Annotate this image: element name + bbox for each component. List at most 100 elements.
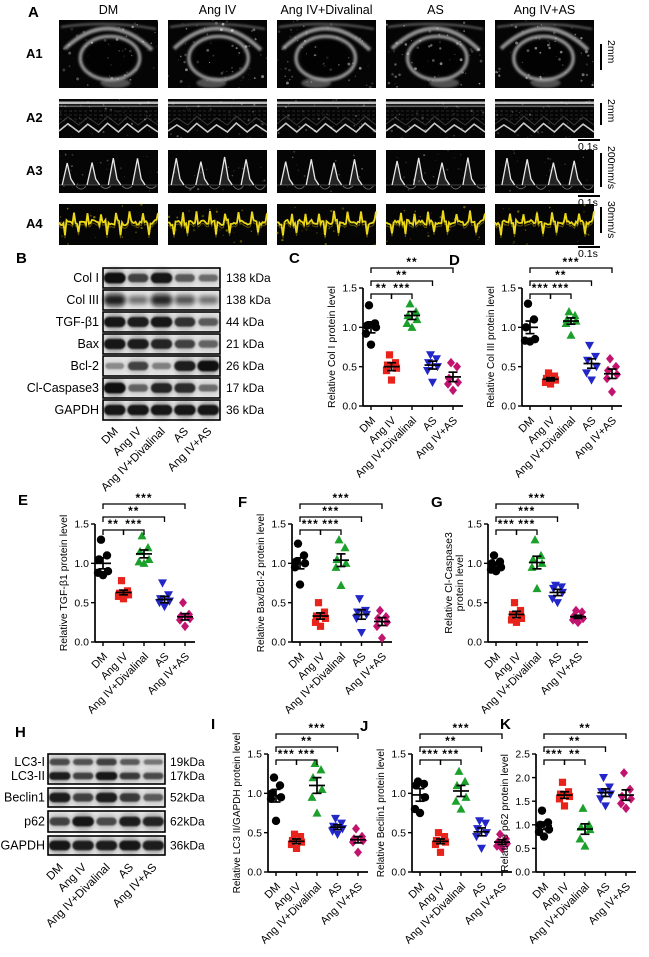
mean-error-bar	[177, 612, 193, 621]
mean-error-bar	[292, 556, 308, 570]
y-tick-label: 0.5	[247, 827, 262, 839]
y-tick-label: 1.0	[391, 788, 406, 800]
panel-i-label: I	[211, 716, 216, 733]
y-tick-label: 2.0	[515, 772, 530, 784]
blot-kda-label: 19kDa	[170, 755, 205, 769]
blot-kda-label: 17kDa	[170, 769, 205, 783]
timebar-a2	[578, 139, 600, 141]
panel-j-label: J	[360, 718, 369, 735]
chart-bax-bcl2-protein: 0.0 0.5 1.0 1.5 Relative Bax/Bcl-2 protein l…	[256, 491, 392, 716]
blot-row-label: Bcl-2	[71, 359, 100, 373]
y-tick-label: 0.0	[74, 637, 89, 649]
blot-kda-label: 138 kDa	[226, 293, 271, 307]
ultrasound-image-a4-3	[276, 204, 377, 247]
western-blot-panel-b: Col I 138 kDa Col III 138 kDa TGF-β1 44 kDa Ba…	[27, 267, 271, 494]
y-tick-label: 1.5	[515, 796, 530, 808]
mean-error-bar	[424, 360, 441, 370]
significance-stars: ***	[332, 491, 349, 505]
significance-stars: **	[376, 281, 387, 295]
significance-stars: ***	[393, 281, 410, 295]
y-axis-label: Relative TGF-β1 protein level	[58, 515, 70, 652]
ultrasound-image-a4-1	[58, 203, 159, 245]
significance-stars: ***	[125, 517, 142, 531]
y-axis-label: Relative Col III protein level	[486, 286, 497, 408]
lane-label: Ang IV+AS	[166, 425, 215, 474]
y-tick-label: 1.0	[501, 322, 516, 334]
mean-error-bar	[156, 595, 173, 604]
blot-row-label: TGF-β1	[56, 315, 99, 329]
significance-stars: ***	[546, 747, 563, 761]
row-label-a4: A4	[26, 216, 43, 231]
blot-row-label: LC3-I	[14, 755, 45, 769]
significance-stars: ***	[562, 255, 579, 269]
ultrasound-image-a3-5	[495, 149, 594, 193]
significance-stars: **	[396, 268, 407, 282]
ultrasound-image-a2-4	[385, 98, 486, 140]
mean-error-bar	[412, 787, 428, 803]
y-tick-label: 1.0	[74, 558, 89, 570]
y-axis-label: Relative Col I protein level	[326, 286, 338, 408]
ultrasound-image-a2-1	[58, 98, 159, 138]
blot-kda-label: 52kDa	[170, 791, 205, 805]
mean-error-bar	[522, 320, 538, 335]
blot-kda-label: 21 kDa	[226, 337, 264, 351]
ultrasound-image-a1-2	[167, 19, 268, 89]
y-tick-label: 0.0	[501, 401, 516, 413]
significance-stars: ***	[442, 747, 459, 761]
significance-stars: ***	[308, 721, 325, 735]
y-tick-label: 0.5	[391, 827, 406, 839]
chart-col3-protein: 0.0 0.5 1.0 1.5 Relative Col III protein lev…	[486, 255, 622, 480]
blot-row-label: Col III	[66, 293, 99, 307]
mean-error-bar	[353, 608, 370, 621]
y-tick-label: 0.0	[391, 867, 406, 879]
blot-kda-label: 62kDa	[170, 815, 205, 829]
y-tick-label: 1.5	[342, 283, 357, 295]
significance-stars: ***	[528, 491, 545, 505]
axis: 0.0 0.5 1.0 1.5 Relative TGF-β1 protein leve…	[58, 515, 195, 716]
ultrasound-image-a4-4	[385, 204, 486, 245]
significance-stars: ***	[498, 517, 515, 531]
timebar-a3	[578, 195, 600, 197]
mean-error-bar	[333, 553, 349, 568]
y-axis-label: Relative LC3 II/GAPDH protein level	[232, 733, 243, 894]
chart-tgfb1-protein: 0.0 0.5 1.0 1.5 Relative TGF-β1 protein leve…	[58, 491, 195, 716]
panel-f-label: F	[238, 494, 248, 511]
mean-error-bar	[556, 790, 573, 800]
column-header-angiv: Ang IV	[198, 3, 237, 17]
significance: *** *********	[495, 491, 579, 535]
mean-error-bar	[473, 827, 490, 837]
y-tick-label: 1.5	[74, 519, 89, 531]
scalebar-a1-label: 2mm	[605, 40, 617, 64]
significance: *** ********	[529, 255, 613, 299]
western-blot-panel-h: LC3-I 19kDa LC3-II 17kDa Beclin1 52kDa p62 62kD…	[1, 753, 205, 930]
column-header-dm: DM	[98, 3, 119, 17]
ultrasound-image-a3-2	[168, 150, 267, 194]
mean-error-bar	[597, 788, 614, 798]
ultrasound-image-a4-5	[494, 203, 595, 246]
scalebar-a3-label: 200mm/s	[605, 146, 617, 190]
y-tick-label: 0.0	[247, 867, 262, 879]
mean-error-bar	[115, 589, 132, 596]
timebar-a4-label: 0.1s	[578, 248, 598, 260]
significance-stars: **	[555, 268, 566, 282]
mean-error-bar	[570, 614, 586, 620]
significance-stars: ***	[322, 504, 339, 518]
blot-kda-label: 26 kDa	[226, 359, 264, 373]
y-axis-label: Relative Cl-Caspase3	[443, 532, 455, 634]
panel-a-label: A	[28, 4, 39, 21]
ultrasound-image-a3-4	[386, 149, 488, 193]
mean-error-bar	[312, 612, 329, 621]
significance-stars: ***	[422, 747, 439, 761]
y-tick-label: 0.0	[515, 867, 530, 879]
column-header-angiv-divalinal: Ang IV+Divalinal	[280, 3, 373, 17]
mean-error-bar	[453, 784, 469, 798]
chart-cl-caspase3-protein: 0.0 0.5 1.0 1.5 Relative Cl-Caspase3 protein …	[443, 491, 588, 716]
mean-error-bar	[95, 556, 111, 570]
mean-error-bar	[542, 376, 559, 382]
ultrasound-image-a1-5	[495, 19, 594, 88]
y-tick-label: 0.5	[467, 597, 482, 609]
scalebar-a4-label: 30mm/s	[605, 201, 617, 239]
timebar-a4	[578, 246, 600, 248]
ultrasound-image-a1-3	[276, 19, 376, 89]
data-points	[520, 299, 621, 397]
